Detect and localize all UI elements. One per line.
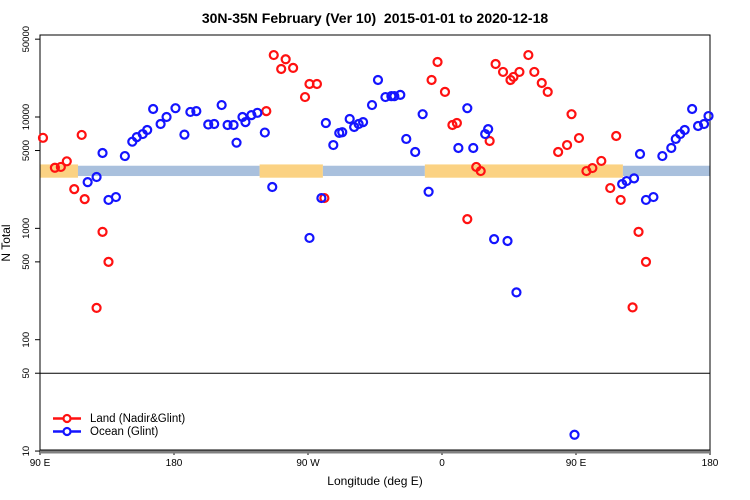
svg-text:0: 0 [439, 458, 445, 469]
svg-text:5000: 5000 [21, 140, 32, 161]
legend-land-label: Land (Nadir&Glint) [90, 412, 186, 425]
legend-ocean-label: Ocean (Glint) [90, 425, 159, 438]
reference-lines [40, 372, 710, 454]
svg-text:500: 500 [21, 254, 32, 270]
svg-text:1000: 1000 [21, 218, 32, 239]
legend-land-marker-icon [53, 413, 81, 424]
svg-text:50: 50 [21, 368, 32, 379]
land-points [37, 49, 652, 314]
svg-text:90 E: 90 E [30, 458, 51, 469]
svg-text:90 W: 90 W [296, 458, 320, 469]
svg-text:180: 180 [702, 458, 719, 469]
svg-text:180: 180 [166, 458, 183, 469]
legend-item-land: Land (Nadir&Glint) [52, 412, 185, 425]
svg-text:10: 10 [21, 446, 32, 457]
ocean-points [82, 74, 714, 440]
legend-ocean-marker-icon [53, 426, 81, 437]
sza-band [40, 164, 710, 178]
svg-text:50000: 50000 [21, 26, 32, 52]
svg-text:10000: 10000 [21, 104, 32, 130]
svg-text:90 E: 90 E [566, 458, 587, 469]
plot-box [39, 34, 711, 451]
legend: Land (Nadir&Glint) Ocean (Glint) [52, 412, 185, 438]
legend-item-ocean: Ocean (Glint) [52, 425, 185, 438]
y-axis: 10 50 100 500 1000 5000 10000 50000 [21, 26, 40, 456]
svg-text:100: 100 [21, 332, 32, 348]
chart-title: 30N-35N February (Ver 10) 2015-01-01 to … [201, 10, 549, 26]
x-axis-label: Longitude (deg E) [327, 474, 423, 488]
